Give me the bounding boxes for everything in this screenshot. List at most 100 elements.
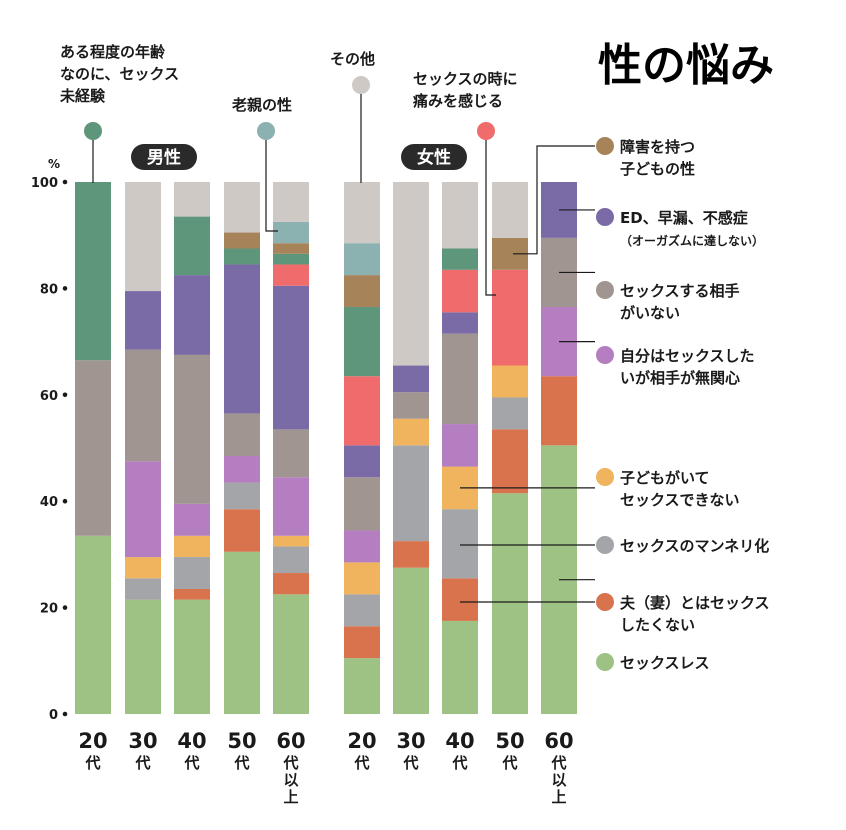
y-tick-mark [62,286,68,291]
bar-segment [344,307,380,377]
bar-segment [442,424,478,467]
legend-swatch [596,468,614,486]
chart-title: 性の悩み [598,40,774,91]
x-category-label: 30 [128,729,157,753]
y-tick-label: 0 [49,708,58,723]
bar-segment [125,578,161,600]
y-tick-label: 60 [40,389,58,404]
y-tick-mark [62,392,68,398]
annotation-text: 未経験 [59,87,106,105]
bar-segment [442,248,478,270]
group-label: 男性 [147,147,181,168]
annotation-text: セックスの時に [413,70,518,88]
bar-segment [442,620,478,714]
bar-segment [492,493,528,714]
legend-swatch [596,137,614,155]
y-tick-label: 40 [40,495,58,510]
bar-segment [224,482,260,510]
x-category-label: 60 [544,729,573,753]
bar-segment [125,349,161,462]
bar-segment [273,429,309,478]
y-tick-label: 20 [40,602,58,617]
bar-segment [174,588,210,600]
bar-segment [273,546,309,574]
annotation-dot [352,76,370,94]
leader-line [513,145,595,255]
bar-segment [224,455,260,483]
x-category-label: 40 [445,729,474,753]
bar-segment [344,243,380,276]
bar-segment [393,365,429,393]
bar-segment [492,429,528,494]
bar-segment [174,354,210,504]
bar-segment [174,275,210,355]
legend-swatch [596,346,614,364]
annotation-text: ある程度の年齢 [60,43,166,61]
bar-segment [125,461,161,558]
bar-segment [393,182,429,366]
group-labels: 男性 女性 [131,144,467,170]
legend-label: いが相手が無関心 [620,369,740,387]
bar-segment [224,509,260,552]
bar-segment [125,291,161,350]
y-axis-unit: % [48,157,60,171]
x-category-label: 50 [227,729,256,753]
x-category-label: 代 [451,754,467,772]
group-label: 女性 [417,147,451,168]
x-category-label: 代 [353,754,369,772]
bar-segment [273,253,309,265]
bar-segment [224,413,260,456]
y-tick-mark [62,711,68,717]
legend-sublabel: （オーガズムに達しない） [620,233,764,248]
bar-segment [125,599,161,714]
legend-label: したくない [620,616,695,634]
bar-segment [125,182,161,292]
legend-swatch [596,281,614,299]
bar-segment [492,182,528,238]
bar-segment [393,392,429,419]
bar-segment [393,418,429,446]
bar-segment [75,182,111,361]
x-category-label: 50 [495,729,524,753]
x-category-label: 代 [183,754,199,772]
bar-segment [442,333,478,425]
bar-segment [174,535,210,558]
bar-segment [344,626,380,659]
group-pill [131,144,197,170]
bar-segment [442,578,478,621]
bar-segment [344,275,380,308]
legend-label: セックスレス [620,654,710,672]
annotation-dot [84,122,102,140]
annotation-text: なのに、セックス [60,65,179,83]
annotation-dot [257,122,275,140]
annotation-text: 痛みを感じる [412,92,503,110]
bar-segment [492,365,528,398]
x-category-label: 代 [233,754,249,772]
y-tick-label: 80 [40,282,58,297]
x-category-label: 20 [347,729,376,753]
bar-segment [442,312,478,334]
bar-segment [273,594,309,714]
legend-label: 障害を持つ [620,138,695,156]
y-tick-mark [62,498,68,504]
x-category-label: 20 [78,729,107,753]
bar-segment [344,530,380,563]
bar-segment [273,182,309,222]
bars [75,182,577,714]
bar-segment [174,182,210,217]
bar-segment [393,541,429,568]
bar-segment [75,535,111,714]
bar-segment [174,599,210,714]
bar-segment [273,573,309,595]
x-category-label: 代 [402,754,418,772]
bar-segment [344,376,380,446]
x-category-label: 40 [177,729,206,753]
annotation-dot [477,122,495,140]
bar-segment [273,477,309,536]
legend-label: セックスのマンネリ化 [620,537,769,555]
bar-segment [344,477,380,531]
bar-segment [75,360,111,536]
bar-segment [174,557,210,589]
